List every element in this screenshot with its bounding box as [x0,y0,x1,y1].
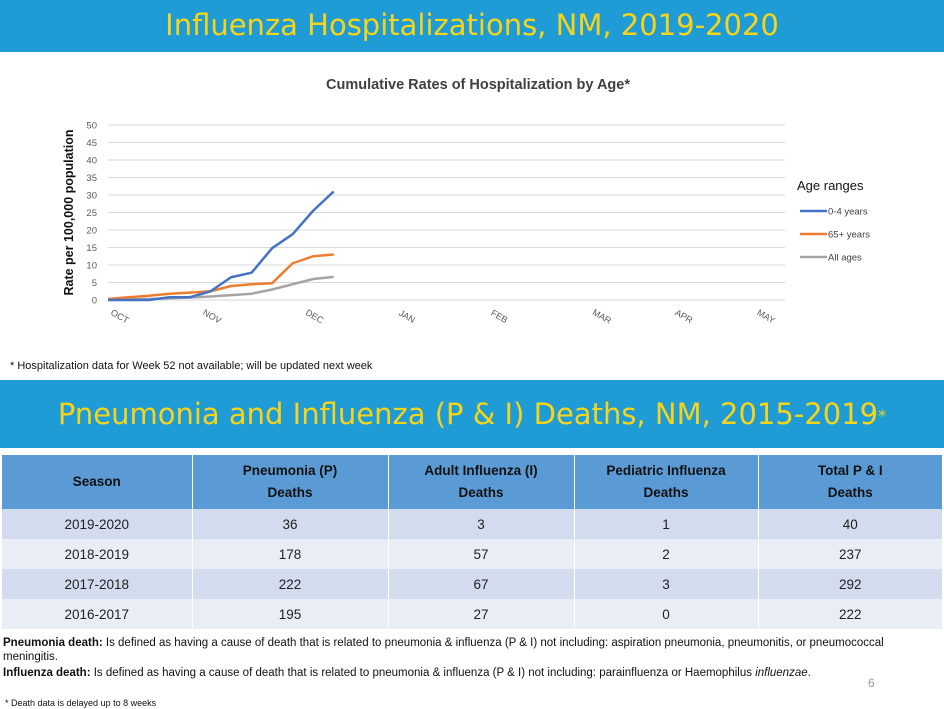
table-header-row: Season Pneumonia (P) Deaths Adult Influen… [2,455,942,509]
header-line: Deaths [458,485,504,500]
top-banner: Influenza Hospitalizations, NM, 2019-202… [0,0,944,52]
table-cell: 3 [388,509,575,539]
legend-label: 65+ years [828,230,870,241]
y-tick-label: 45 [86,138,97,149]
y-tick-label: 35 [86,173,97,184]
header-total: Total P & I Deaths [758,455,942,509]
x-tick-label: FEB [489,308,509,325]
x-tick-label: APR [673,307,694,325]
header-adult-influenza: Adult Influenza (I) Deaths [388,455,575,509]
y-tick-label: 10 [86,261,97,272]
pneumonia-definition-label: Pneumonia death: [3,637,103,649]
x-tick-label: MAY [755,307,776,325]
pi-deaths-table: Season Pneumonia (P) Deaths Adult Influen… [2,455,942,629]
bottom-banner-star: * [878,406,887,425]
y-tick-label: 40 [86,156,97,167]
legend-title: Age ranges [797,178,864,193]
table-cell: 2017-2018 [2,569,193,599]
table-cell: 2 [574,539,759,569]
y-tick-label: 20 [86,226,97,237]
header-line: Adult Influenza (I) [424,463,538,478]
table-cell: 36 [192,509,389,539]
table-cell: 27 [388,599,575,629]
influenza-definition-italic: influenzae [755,667,808,679]
table-cell: 0 [574,599,759,629]
table-cell: 292 [758,569,942,599]
y-tick-label: 0 [92,296,97,307]
header-line: Season [72,474,121,489]
header-line: Pediatric Influenza [606,463,726,478]
x-tick-label: OCT [109,307,131,325]
y-axis-label: Rate per 100,000 population [62,129,76,295]
bottom-banner-title: Pneumonia and Influenza (P & I) Deaths, … [57,397,879,431]
header-line: Deaths [267,485,313,500]
table-cell: 1 [574,509,759,539]
y-tick-label: 5 [92,278,97,289]
influenza-definition-text: Is defined as having a cause of death th… [90,667,756,679]
header-pediatric-influenza: Pediatric Influenza Deaths [574,455,759,509]
table-cell: 178 [192,539,389,569]
table-row: 2017-2018 222 67 3 292 [2,569,942,599]
series-line-65-years [107,253,334,301]
legend-label: 0-4 years [828,207,868,218]
header-pneumonia: Pneumonia (P) Deaths [192,455,389,509]
header-season: Season [2,455,193,509]
chart-title: Cumulative Rates of Hospitalization by A… [326,77,630,93]
table-cell: 222 [758,599,942,629]
header-line: Deaths [643,485,689,500]
table-row: 2018-2019 178 57 2 237 [2,539,942,569]
x-tick-label: NOV [201,307,223,325]
table-cell: 2016-2017 [2,599,193,629]
table-row: 2019-2020 36 3 1 40 [2,509,942,539]
series-line-0-4-years [108,190,335,302]
table-cell: 2018-2019 [2,539,193,569]
hospitalization-chart: Cumulative Rates of Hospitalization by A… [62,77,870,326]
table-cell: 67 [388,569,575,599]
bottom-banner: Pneumonia and Influenza (P & I) Deaths, … [0,380,944,448]
x-tick-label: DEC [304,307,326,325]
y-tick-label: 30 [86,191,97,202]
table-cell: 222 [192,569,389,599]
header-line: Deaths [827,485,873,500]
death-data-footnote: * Death data is delayed up to 8 weeks [5,698,157,708]
table-cell: 237 [758,539,942,569]
table-cell: 3 [574,569,759,599]
pneumonia-definition: Pneumonia death: Is defined as having a … [3,636,933,664]
x-tick-label: MAR [591,307,614,326]
legend-label: All ages [828,253,862,264]
table-cell: 2019-2020 [2,509,193,539]
hospitalization-footnote: * Hospitalization data for Week 52 not a… [10,360,373,372]
header-line: Total P & I [817,463,883,478]
table-row: 2016-2017 195 27 0 222 [2,599,942,629]
top-banner-title: Influenza Hospitalizations, NM, 2019-202… [165,8,779,42]
influenza-definition-label: Influenza death: [3,667,91,679]
x-tick-label: JAN [397,308,417,325]
influenza-definition: Influenza death: Is defined as having a … [3,666,933,680]
pneumonia-definition-text: Is defined as having a cause of death th… [3,637,884,663]
y-tick-label: 50 [86,121,97,132]
y-tick-label: 15 [86,243,97,254]
y-tick-label: 25 [86,208,97,219]
page-number: 6 [868,676,875,690]
influenza-definition-end: . [807,667,811,679]
table-cell: 195 [192,599,389,629]
table-cell: 40 [758,509,942,539]
table-cell: 57 [388,539,575,569]
header-line: Pneumonia (P) [242,463,338,478]
